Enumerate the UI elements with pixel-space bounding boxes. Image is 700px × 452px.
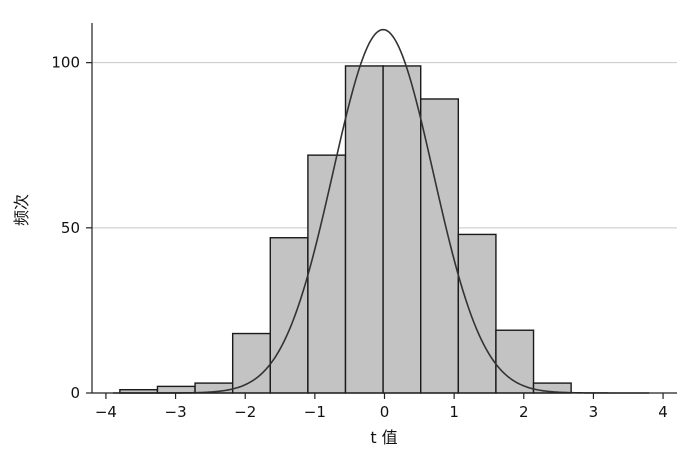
- x-axis-ticks: −4 −3 −2 −1 0 1 2 3 4: [95, 393, 668, 421]
- x-tick-label: 2: [519, 403, 529, 421]
- x-tick-label: −4: [95, 403, 117, 421]
- histogram-bar: [382, 65, 422, 394]
- histogram-bar: [231, 332, 271, 394]
- histogram-bar: [344, 65, 384, 394]
- x-tick-label: −2: [234, 403, 256, 421]
- histogram-bar: [495, 329, 535, 394]
- y-axis-label: 频次: [12, 194, 31, 226]
- x-tick-label: 1: [449, 403, 459, 421]
- histogram-bar: [307, 154, 347, 394]
- x-tick-label: −1: [304, 403, 326, 421]
- x-tick-label: 3: [589, 403, 599, 421]
- x-tick-label: 4: [658, 403, 668, 421]
- y-tick-label: 100: [51, 54, 80, 72]
- x-tick-label: −3: [165, 403, 187, 421]
- y-tick-label: 0: [70, 384, 80, 402]
- histogram-bar: [269, 237, 309, 394]
- x-tick-label: 0: [380, 403, 390, 421]
- y-tick-label: 50: [61, 219, 80, 237]
- y-axis-ticks: 0 50 100: [51, 54, 92, 402]
- histogram-bars: [119, 65, 572, 394]
- histogram-bar: [457, 233, 497, 394]
- x-axis-label: t 值: [370, 428, 397, 447]
